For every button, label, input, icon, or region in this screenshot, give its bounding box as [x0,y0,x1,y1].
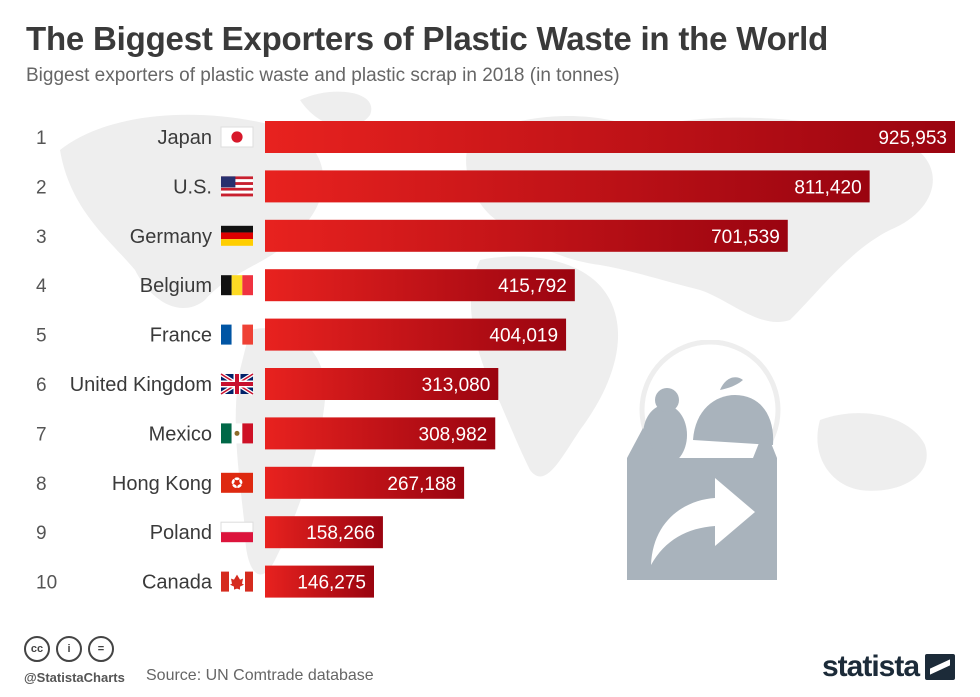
bar [265,269,575,302]
value-label: 925,953 [878,128,947,149]
rank-label: 6 [36,375,47,396]
bar-row: 8 Hong Kong 267,188 [36,466,465,499]
bar-row: 6 United Kingdom 313,080 [36,368,499,400]
bar-row: 3 Germany 701,539 [36,219,788,252]
rank-label: 10 [36,573,57,594]
flag-france [221,324,253,345]
value-label: 308,982 [419,424,488,445]
category-label: France [150,325,212,347]
rank-label: 5 [36,326,47,347]
share-bag-illustration [627,340,781,580]
value-label: 146,275 [297,573,366,594]
value-label: 158,266 [306,523,375,544]
rank-label: 1 [36,128,47,149]
value-label: 404,019 [489,326,558,347]
rank-label: 9 [36,523,47,544]
flag-japan [220,126,254,148]
bar-row: 1 Japan 925,953 [36,121,955,153]
rank-label: 7 [36,424,47,445]
bar [265,170,870,203]
category-label: U.S. [173,176,212,198]
license-icons: cc i = [24,636,114,662]
attribution-icon: i [56,636,82,662]
chart-subtitle: Biggest exporters of plastic waste and p… [26,65,620,86]
bar-row: 2 U.S. 811,420 [36,170,870,203]
flag-hong-kong [221,472,253,493]
chart-title: The Biggest Exporters of Plastic Waste i… [26,20,829,57]
rank-label: 8 [36,474,47,495]
bar-row: 9 Poland 158,266 [36,516,383,549]
category-label: Poland [150,522,212,544]
flag-poland [220,521,254,543]
rank-label: 3 [36,227,47,248]
bar-row: 5 France 404,019 [36,318,567,351]
category-label: Japan [158,127,213,149]
bar-row: 4 Belgium 415,792 [36,269,575,302]
category-label: Germany [130,226,212,248]
bar [265,318,567,351]
category-label: Mexico [149,423,212,445]
bar [265,219,788,252]
source-note: Source: UN Comtrade database [146,667,374,684]
flag-us [221,176,253,197]
brand-wordmark: statista [822,650,920,683]
flag-canada [221,571,253,592]
flag-germany [221,225,253,246]
value-label: 701,539 [711,227,780,248]
rank-label: 2 [36,177,47,198]
bar [265,466,465,499]
bar [265,417,496,450]
bar-row: 10 Canada 146,275 [36,565,375,598]
value-label: 267,188 [387,474,456,495]
value-label: 811,420 [794,177,861,198]
value-label: 313,080 [422,375,491,396]
share-icon [627,340,781,580]
twitter-handle: @StatistaCharts [24,670,125,685]
bar [265,516,383,549]
category-label: Belgium [140,275,212,297]
bar-row: 7 Mexico 308,982 [36,417,496,450]
bar [265,121,955,153]
rank-label: 4 [36,276,47,297]
category-label: United Kingdom [70,374,212,396]
statista-logo[interactable]: statista [822,650,956,684]
value-label: 415,792 [498,276,567,297]
category-label: Canada [142,572,213,594]
flag-belgium [221,275,253,296]
no-derivatives-icon: = [88,636,114,662]
bar [265,565,375,598]
statista-logo-icon [925,654,956,680]
flag-mexico [221,423,253,444]
category-label: Hong Kong [112,473,212,495]
flag-uk [219,372,255,396]
creative-commons-icon: cc [24,636,50,662]
bar [265,368,499,400]
